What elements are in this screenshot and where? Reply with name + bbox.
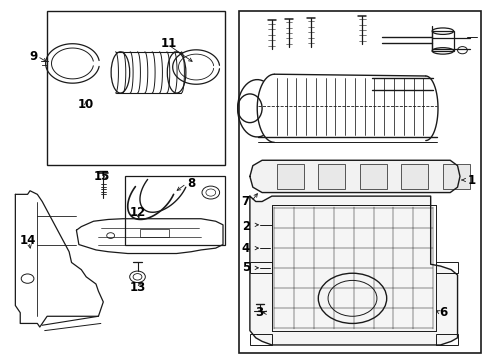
Bar: [436, 334, 458, 345]
Bar: [250, 334, 272, 345]
Text: 3: 3: [256, 306, 264, 319]
Bar: [436, 262, 458, 273]
Polygon shape: [250, 196, 458, 345]
Bar: [140, 229, 169, 237]
Text: 5: 5: [242, 261, 250, 274]
Text: 1: 1: [468, 174, 476, 186]
Bar: [443, 164, 470, 189]
Text: 9: 9: [30, 50, 38, 63]
Text: 7: 7: [241, 195, 249, 208]
Bar: [250, 262, 272, 273]
Bar: [360, 164, 387, 189]
Text: 11: 11: [161, 37, 177, 50]
Text: 10: 10: [78, 98, 95, 111]
Bar: [125, 176, 225, 244]
Text: 15: 15: [94, 170, 110, 183]
Bar: [432, 31, 454, 51]
Bar: [318, 164, 345, 189]
Bar: [47, 11, 225, 165]
Text: 6: 6: [439, 306, 447, 319]
Bar: [239, 11, 482, 353]
Text: 12: 12: [129, 206, 146, 219]
Bar: [401, 164, 428, 189]
Text: 2: 2: [242, 220, 250, 233]
Polygon shape: [250, 160, 460, 193]
Text: 8: 8: [187, 177, 196, 190]
Text: 14: 14: [20, 234, 36, 247]
Text: 13: 13: [129, 281, 146, 294]
Bar: [277, 164, 304, 189]
Text: 4: 4: [242, 242, 250, 255]
